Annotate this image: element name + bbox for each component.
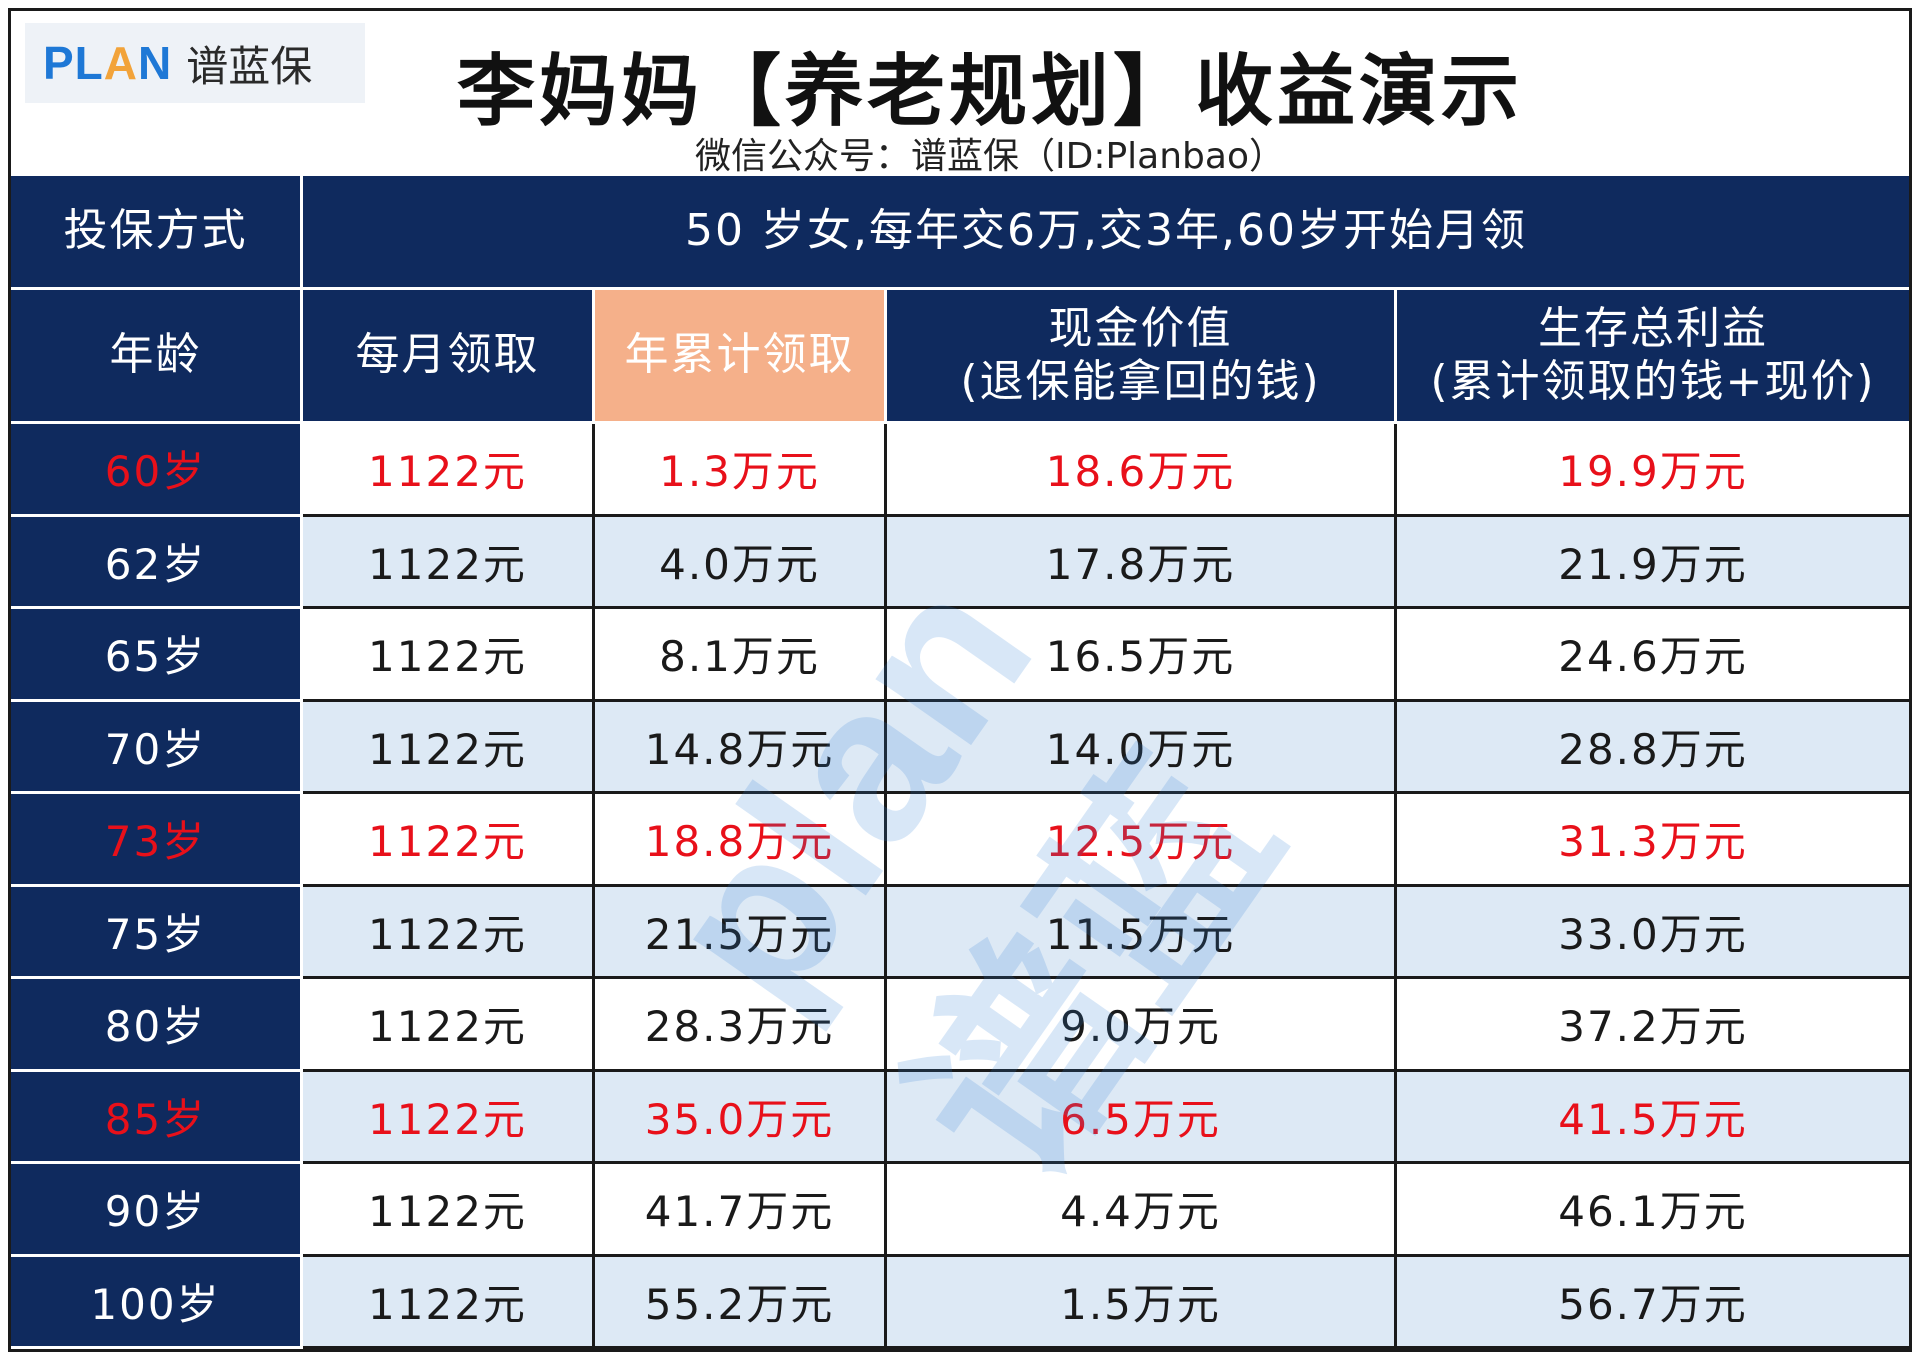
page-title: 李妈妈【养老规划】收益演示 bbox=[456, 47, 1523, 137]
row-cash-value: 12.5万元 bbox=[887, 794, 1397, 887]
row-cash-value: 17.8万元 bbox=[887, 516, 1397, 609]
row-cumulative: 41.7万元 bbox=[595, 1164, 887, 1257]
row-age: 70岁 bbox=[11, 701, 303, 794]
cash-value-title: 现金价值 bbox=[1048, 302, 1233, 354]
row-age: 80岁 bbox=[11, 979, 303, 1072]
plan-label-cell: 投保方式 bbox=[11, 176, 303, 290]
row-age: 73岁 bbox=[11, 794, 303, 887]
document-frame: PLAN 谱蓝保 李妈妈【养老规划】收益演示 微信公众号：谱蓝保（ID:Plan… bbox=[8, 8, 1912, 1352]
row-age: 100岁 bbox=[11, 1256, 303, 1349]
row-cash-value: 18.6万元 bbox=[887, 424, 1397, 517]
row-age: 65岁 bbox=[11, 609, 303, 702]
brand-logo: PLAN 谱蓝保 bbox=[25, 23, 365, 103]
row-monthly: 1122元 bbox=[303, 1071, 595, 1164]
row-total-benefit: 46.1万元 bbox=[1397, 1164, 1909, 1257]
header: PLAN 谱蓝保 李妈妈【养老规划】收益演示 微信公众号：谱蓝保（ID:Plan… bbox=[11, 11, 1909, 179]
row-monthly: 1122元 bbox=[303, 701, 595, 794]
row-monthly: 1122元 bbox=[303, 886, 595, 979]
row-cumulative: 14.8万元 bbox=[595, 701, 887, 794]
row-monthly: 1122元 bbox=[303, 609, 595, 702]
row-total-benefit: 19.9万元 bbox=[1397, 424, 1909, 517]
row-total-benefit: 31.3万元 bbox=[1397, 794, 1909, 887]
row-age: 85岁 bbox=[11, 1071, 303, 1164]
column-header-cumulative: 年累计领取 bbox=[595, 290, 887, 424]
row-cumulative: 1.3万元 bbox=[595, 424, 887, 517]
row-cumulative: 18.8万元 bbox=[595, 794, 887, 887]
logo-wordmark: PLAN bbox=[43, 37, 173, 89]
row-cash-value: 11.5万元 bbox=[887, 886, 1397, 979]
row-age: 60岁 bbox=[11, 424, 303, 517]
row-cash-value: 4.4万元 bbox=[887, 1164, 1397, 1257]
row-monthly: 1122元 bbox=[303, 1164, 595, 1257]
row-cumulative: 8.1万元 bbox=[595, 609, 887, 702]
benefit-table: 投保方式 50 岁女,每年交6万,交3年,60岁开始月领 年龄 每月领取 年累计… bbox=[11, 176, 1909, 1349]
row-total-benefit: 21.9万元 bbox=[1397, 516, 1909, 609]
plan-value-cell: 50 岁女,每年交6万,交3年,60岁开始月领 bbox=[303, 176, 1909, 290]
logo-chinese-name: 谱蓝保 bbox=[186, 41, 313, 91]
row-cash-value: 6.5万元 bbox=[887, 1071, 1397, 1164]
row-age: 62岁 bbox=[11, 516, 303, 609]
row-total-benefit: 28.8万元 bbox=[1397, 701, 1909, 794]
row-age: 75岁 bbox=[11, 886, 303, 979]
row-cumulative: 28.3万元 bbox=[595, 979, 887, 1072]
row-monthly: 1122元 bbox=[303, 516, 595, 609]
row-cumulative: 21.5万元 bbox=[595, 886, 887, 979]
row-cash-value: 16.5万元 bbox=[887, 609, 1397, 702]
row-cash-value: 9.0万元 bbox=[887, 979, 1397, 1072]
row-total-benefit: 24.6万元 bbox=[1397, 609, 1909, 702]
total-benefit-note: (累计领取的钱+现价) bbox=[1430, 355, 1876, 407]
row-cumulative: 4.0万元 bbox=[595, 516, 887, 609]
row-cumulative: 55.2万元 bbox=[595, 1256, 887, 1349]
row-cash-value: 1.5万元 bbox=[887, 1256, 1397, 1349]
row-monthly: 1122元 bbox=[303, 979, 595, 1072]
row-monthly: 1122元 bbox=[303, 424, 595, 517]
column-header-total-benefit: 生存总利益 (累计领取的钱+现价) bbox=[1397, 290, 1909, 424]
cash-value-note: (退保能拿回的钱) bbox=[960, 355, 1321, 407]
row-total-benefit: 41.5万元 bbox=[1397, 1071, 1909, 1164]
row-total-benefit: 37.2万元 bbox=[1397, 979, 1909, 1072]
page-subtitle: 微信公众号：谱蓝保（ID:Planbao） bbox=[695, 136, 1285, 177]
row-total-benefit: 33.0万元 bbox=[1397, 886, 1909, 979]
column-header-cash-value: 现金价值 (退保能拿回的钱) bbox=[887, 290, 1397, 424]
row-monthly: 1122元 bbox=[303, 1256, 595, 1349]
column-header-age: 年龄 bbox=[11, 290, 303, 424]
row-total-benefit: 56.7万元 bbox=[1397, 1256, 1909, 1349]
row-cash-value: 14.0万元 bbox=[887, 701, 1397, 794]
total-benefit-title: 生存总利益 bbox=[1537, 302, 1768, 354]
row-age: 90岁 bbox=[11, 1164, 303, 1257]
row-monthly: 1122元 bbox=[303, 794, 595, 887]
column-header-monthly: 每月领取 bbox=[303, 290, 595, 424]
row-cumulative: 35.0万元 bbox=[595, 1071, 887, 1164]
